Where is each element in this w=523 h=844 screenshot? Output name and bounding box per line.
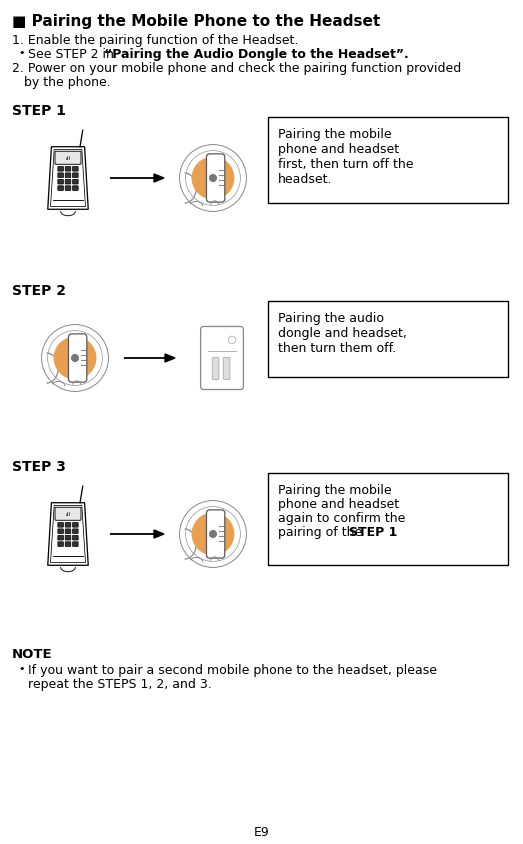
Polygon shape [154,175,164,183]
Text: again to confirm the: again to confirm the [278,511,405,524]
Text: Pairing the audio
dongle and headset,
then turn them off.: Pairing the audio dongle and headset, th… [278,311,407,354]
FancyBboxPatch shape [73,187,78,192]
Text: 2. Power on your mobile phone and check the pairing function provided: 2. Power on your mobile phone and check … [12,62,461,75]
FancyBboxPatch shape [58,174,63,178]
FancyBboxPatch shape [65,542,71,547]
FancyBboxPatch shape [65,522,71,528]
FancyBboxPatch shape [65,529,71,534]
FancyBboxPatch shape [73,180,78,185]
Text: Pairing the mobile
phone and headset
first, then turn off the
headset.: Pairing the mobile phone and headset fir… [278,127,414,186]
Circle shape [210,531,217,538]
FancyBboxPatch shape [58,536,63,540]
Polygon shape [154,530,164,538]
FancyBboxPatch shape [207,511,225,559]
FancyBboxPatch shape [73,522,78,528]
Bar [268,473,508,565]
Polygon shape [48,148,88,210]
Text: See STEP 2 in: See STEP 2 in [28,48,118,61]
Polygon shape [48,503,88,565]
FancyBboxPatch shape [65,174,71,178]
Circle shape [54,338,96,379]
FancyBboxPatch shape [69,334,87,382]
Text: iii: iii [65,511,71,517]
FancyBboxPatch shape [55,507,81,521]
Circle shape [72,355,78,362]
FancyBboxPatch shape [58,180,63,185]
FancyBboxPatch shape [73,542,78,547]
FancyBboxPatch shape [73,529,78,534]
Text: E9: E9 [254,825,269,838]
Text: •: • [18,48,25,58]
Bar [268,118,508,203]
FancyBboxPatch shape [58,187,63,192]
Circle shape [192,158,234,199]
Text: Pairing the mobile: Pairing the mobile [278,484,392,496]
FancyBboxPatch shape [207,154,225,203]
FancyBboxPatch shape [58,167,63,172]
Text: •: • [18,663,25,674]
Bar [268,301,508,377]
FancyBboxPatch shape [65,180,71,185]
FancyBboxPatch shape [73,167,78,172]
Text: STEP 1: STEP 1 [12,104,66,118]
FancyBboxPatch shape [58,542,63,547]
FancyBboxPatch shape [65,187,71,192]
Text: STEP 2: STEP 2 [12,284,66,298]
Circle shape [210,176,217,182]
FancyBboxPatch shape [212,358,219,380]
FancyBboxPatch shape [55,152,81,165]
Text: iii: iii [65,156,71,161]
FancyBboxPatch shape [65,167,71,172]
Text: .: . [392,525,396,538]
Text: pairing of the: pairing of the [278,525,366,538]
FancyBboxPatch shape [65,536,71,540]
FancyBboxPatch shape [223,358,230,380]
Text: If you want to pair a second mobile phone to the headset, please: If you want to pair a second mobile phon… [28,663,437,676]
Text: STEP 1: STEP 1 [349,525,397,538]
Text: by the phone.: by the phone. [12,76,111,89]
Polygon shape [165,354,175,363]
Text: 1. Enable the pairing function of the Headset.: 1. Enable the pairing function of the He… [12,34,299,47]
FancyBboxPatch shape [58,522,63,528]
FancyBboxPatch shape [73,536,78,540]
FancyBboxPatch shape [73,174,78,178]
Text: “Pairing the Audio Dongle to the Headset”.: “Pairing the Audio Dongle to the Headset… [104,48,409,61]
Text: ■ Pairing the Mobile Phone to the Headset: ■ Pairing the Mobile Phone to the Headse… [12,14,380,29]
Text: repeat the STEPS 1, 2, and 3.: repeat the STEPS 1, 2, and 3. [28,677,212,690]
FancyBboxPatch shape [58,529,63,534]
FancyBboxPatch shape [201,327,243,390]
Text: STEP 3: STEP 3 [12,459,66,473]
Text: phone and headset: phone and headset [278,497,399,511]
Text: NOTE: NOTE [12,647,53,660]
Circle shape [192,514,234,555]
